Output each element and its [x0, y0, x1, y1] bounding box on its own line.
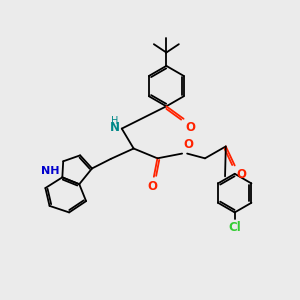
Text: N: N: [110, 121, 120, 134]
Text: NH: NH: [41, 166, 60, 176]
Text: O: O: [237, 167, 247, 181]
Text: Cl: Cl: [228, 221, 241, 234]
Text: O: O: [147, 180, 158, 193]
Text: O: O: [186, 121, 196, 134]
Text: O: O: [184, 138, 194, 151]
Text: H: H: [111, 116, 118, 126]
